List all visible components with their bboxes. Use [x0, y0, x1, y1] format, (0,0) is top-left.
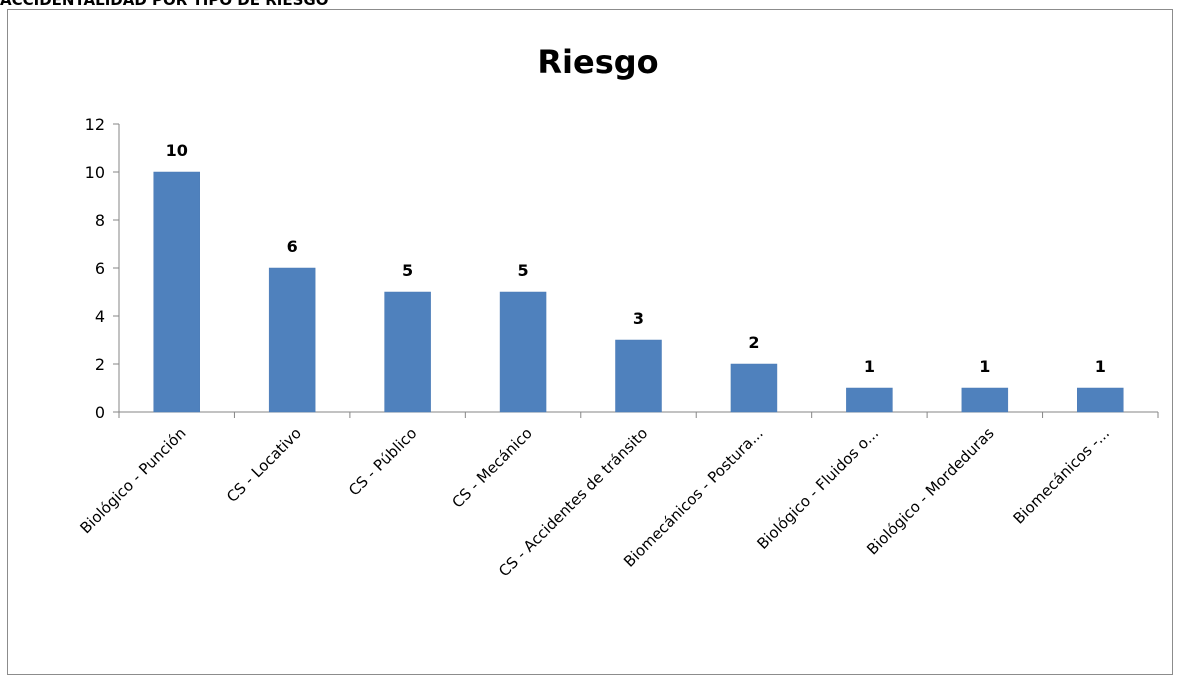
- bar: [730, 363, 778, 413]
- x-category-label: CS - Mecánico: [448, 424, 535, 511]
- bar-data-label: 5: [402, 261, 413, 280]
- x-axis-category-labels: Biológico - Punción CS - Locativo CS - Púb…: [76, 424, 1113, 580]
- bar-data-label: 5: [517, 261, 528, 280]
- x-category-label: Biológico - Punción: [76, 424, 189, 537]
- bar-data-label: 10: [166, 141, 188, 160]
- y-tick-label: 4: [95, 307, 105, 326]
- bar-data-label: 1: [864, 357, 875, 376]
- bar-data-label: 2: [748, 333, 759, 352]
- bar: [268, 267, 316, 413]
- bar: [499, 291, 547, 413]
- bar: [153, 171, 200, 413]
- y-tick-label: 2: [95, 355, 105, 374]
- y-tick-label: 10: [85, 163, 105, 182]
- bar-data-label: 1: [979, 357, 990, 376]
- document-heading: ACCIDENTALIDAD POR TIPO DE RIESGO: [0, 0, 329, 9]
- y-tick-label: 12: [85, 115, 105, 134]
- y-axis-ticks: 0 2 4 6 8 10 12: [85, 115, 119, 422]
- chart-bars: [153, 171, 1124, 413]
- chart-data-labels: 10 6 5 5 3 2 1 1 1: [166, 141, 1106, 376]
- y-tick-label: 0: [95, 403, 105, 422]
- x-category-label: Biomecánicos - Postura...: [620, 424, 767, 571]
- y-tick-label: 6: [95, 259, 105, 278]
- bar-chart: Riesgo 0 2 4 6 8 10 12 10 6 5 5 3 2 1 1 1 Biológico - …: [76, 43, 1159, 580]
- x-category-label: Biológico - Mordeduras: [863, 424, 997, 558]
- x-category-label: CS - Locativo: [223, 424, 305, 506]
- y-tick-label: 8: [95, 211, 105, 230]
- bar: [615, 339, 662, 413]
- x-category-label: Biomecánicos -...: [1010, 424, 1113, 527]
- bar-data-label: 1: [1095, 357, 1106, 376]
- x-category-label: CS - Público: [345, 424, 420, 499]
- bar: [384, 291, 431, 413]
- bar: [846, 387, 893, 413]
- x-category-label: Biológico - Fluidos o...: [754, 424, 883, 553]
- bar-data-label: 3: [633, 309, 644, 328]
- chart-title: Riesgo: [537, 43, 658, 81]
- bar: [1077, 387, 1124, 413]
- chart-frame: Riesgo 0 2 4 6 8 10 12 10 6 5 5 3 2 1 1 1 Biológico - …: [7, 9, 1173, 675]
- bar: [961, 387, 1009, 413]
- bar-data-label: 6: [287, 237, 298, 256]
